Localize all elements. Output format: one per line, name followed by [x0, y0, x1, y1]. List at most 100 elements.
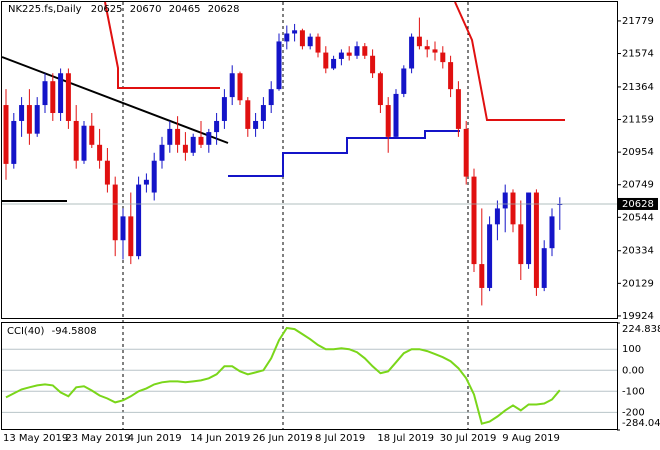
x-tick-label: 14 Jun 2019 — [190, 433, 250, 444]
y-tick-label: 20129 — [622, 278, 654, 289]
candle-body — [455, 89, 461, 129]
candle-body — [487, 224, 493, 288]
last-price-box — [618, 197, 658, 210]
candle-body — [182, 144, 188, 153]
candle-body — [362, 46, 368, 56]
drawn-objects — [1, 1, 565, 202]
candle-body — [541, 248, 547, 288]
last-price-label: 20628 — [622, 199, 654, 210]
y-tick-label: 19924 — [622, 311, 654, 322]
candle-body — [81, 125, 87, 161]
candle-body — [214, 120, 220, 133]
x-tick-label: 26 Jun 2019 — [253, 433, 313, 444]
candle-body — [175, 128, 181, 145]
y-tick-label: 21159 — [622, 115, 654, 126]
candle-body — [510, 192, 516, 225]
candle-body — [128, 216, 134, 257]
candle-body — [19, 105, 25, 121]
candle-body — [284, 33, 290, 42]
candle-body — [323, 52, 329, 69]
candle-body — [198, 136, 204, 145]
candle-body — [167, 128, 173, 145]
candle-body — [557, 203, 563, 205]
candle-body — [440, 52, 446, 63]
candle-body — [346, 52, 352, 56]
y-tick-label: -284.044 — [622, 418, 660, 429]
candle-body — [518, 224, 524, 265]
cci-header: CCI(40) -94.5808 — [7, 326, 97, 337]
candle-body — [136, 184, 142, 257]
candle-body — [354, 46, 360, 56]
price-panel — [1, 1, 618, 319]
candle-body — [159, 144, 165, 161]
y-tick-label: 20544 — [622, 212, 654, 223]
candle-body — [331, 58, 337, 69]
candle-body — [50, 81, 56, 114]
step-line — [104, 1, 220, 89]
header-open: 20625 — [91, 4, 123, 15]
y-tick-label: 21574 — [622, 49, 654, 60]
candle-body — [401, 68, 407, 94]
candle-body — [26, 105, 32, 134]
candle-body — [151, 160, 157, 193]
y-tick-label: 100 — [622, 344, 641, 355]
cci-last: -94.5808 — [52, 326, 97, 337]
x-tick-label: 4 Jun 2019 — [128, 433, 182, 444]
candle-body — [432, 49, 438, 53]
x-tick-label: 18 Jul 2019 — [377, 433, 434, 444]
candle-body — [338, 52, 344, 59]
candle-body — [112, 184, 118, 241]
candle-body — [58, 73, 64, 114]
candle-body — [448, 62, 454, 90]
candle-body — [120, 216, 126, 241]
trend-line — [1, 56, 229, 144]
candle-body — [229, 73, 235, 98]
candle-body — [409, 36, 415, 69]
x-tick-label: 8 Jul 2019 — [315, 433, 365, 444]
candle-body — [104, 160, 110, 185]
y-tick-label: 21779 — [622, 16, 654, 27]
step-line — [454, 1, 565, 121]
x-tick-label: 13 May 2019 — [3, 433, 68, 444]
chart-header: NK225.fs,Daily 20625 20670 20465 20628 — [8, 4, 240, 15]
step-line — [228, 130, 460, 177]
y-tick-label: -200 — [622, 407, 645, 418]
candle-body — [307, 36, 313, 47]
y-tick-label: -100 — [622, 386, 645, 397]
candle-body — [89, 125, 95, 145]
candle-body — [3, 105, 9, 164]
candle-body — [253, 120, 259, 129]
y-tick-label: 0.00 — [622, 365, 644, 376]
x-tick-label: 23 May 2019 — [65, 433, 130, 444]
candle-body — [65, 73, 71, 121]
header-close: 20628 — [208, 4, 240, 15]
candle-body — [221, 97, 227, 121]
marks: 21779 21574 21364 21159 20954 20749 20544 20334… — [2, 16, 660, 444]
y-tick-label: 20334 — [622, 246, 654, 257]
cci-title: CCI(40) — [7, 326, 45, 337]
y-tick-label: 21364 — [622, 82, 654, 93]
candle-body — [370, 55, 376, 74]
candle-body — [502, 192, 508, 209]
candle-body — [526, 192, 532, 265]
candle-body — [494, 208, 500, 225]
candle-body — [393, 93, 399, 137]
candle-body — [377, 73, 383, 106]
candle-body — [299, 30, 305, 47]
y-tick-label: 20749 — [622, 180, 654, 191]
candle-body — [549, 216, 555, 249]
candle-body — [385, 105, 391, 137]
y-tick-label: 20954 — [622, 147, 654, 158]
x-tick-label: 30 Jul 2019 — [440, 433, 497, 444]
candle-body — [206, 132, 212, 145]
header-low: 20465 — [169, 4, 201, 15]
y-tick-label: 224.8386 — [622, 324, 660, 335]
cci-line — [5, 326, 561, 425]
candle-body — [42, 81, 48, 106]
candle-body — [424, 46, 430, 50]
candle-body — [190, 136, 196, 153]
candle-body — [260, 105, 266, 121]
candle-body — [73, 120, 79, 161]
